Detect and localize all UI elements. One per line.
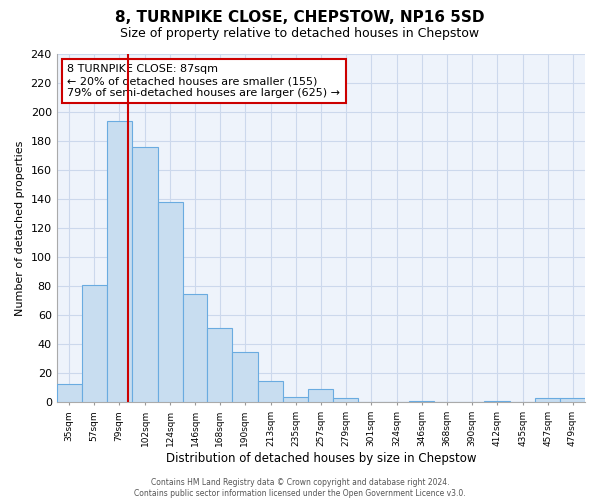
Bar — [535, 398, 560, 402]
Bar — [107, 121, 132, 402]
X-axis label: Distribution of detached houses by size in Chepstow: Distribution of detached houses by size … — [166, 452, 476, 465]
Bar — [258, 380, 283, 402]
Bar — [560, 398, 585, 402]
Bar — [409, 401, 434, 402]
Bar — [484, 401, 509, 402]
Text: 8 TURNPIKE CLOSE: 87sqm
← 20% of detached houses are smaller (155)
79% of semi-d: 8 TURNPIKE CLOSE: 87sqm ← 20% of detache… — [67, 64, 340, 98]
Text: 8, TURNPIKE CLOSE, CHEPSTOW, NP16 5SD: 8, TURNPIKE CLOSE, CHEPSTOW, NP16 5SD — [115, 10, 485, 25]
Bar — [182, 294, 208, 403]
Text: Contains HM Land Registry data © Crown copyright and database right 2024.
Contai: Contains HM Land Registry data © Crown c… — [134, 478, 466, 498]
Bar — [82, 285, 107, 403]
Bar — [232, 352, 258, 403]
Bar — [158, 202, 182, 402]
Bar — [283, 396, 308, 402]
Y-axis label: Number of detached properties: Number of detached properties — [15, 140, 25, 316]
Text: Size of property relative to detached houses in Chepstow: Size of property relative to detached ho… — [121, 28, 479, 40]
Bar — [132, 147, 158, 403]
Bar — [334, 398, 358, 402]
Bar — [208, 328, 232, 402]
Bar — [308, 390, 334, 402]
Bar — [56, 384, 82, 402]
